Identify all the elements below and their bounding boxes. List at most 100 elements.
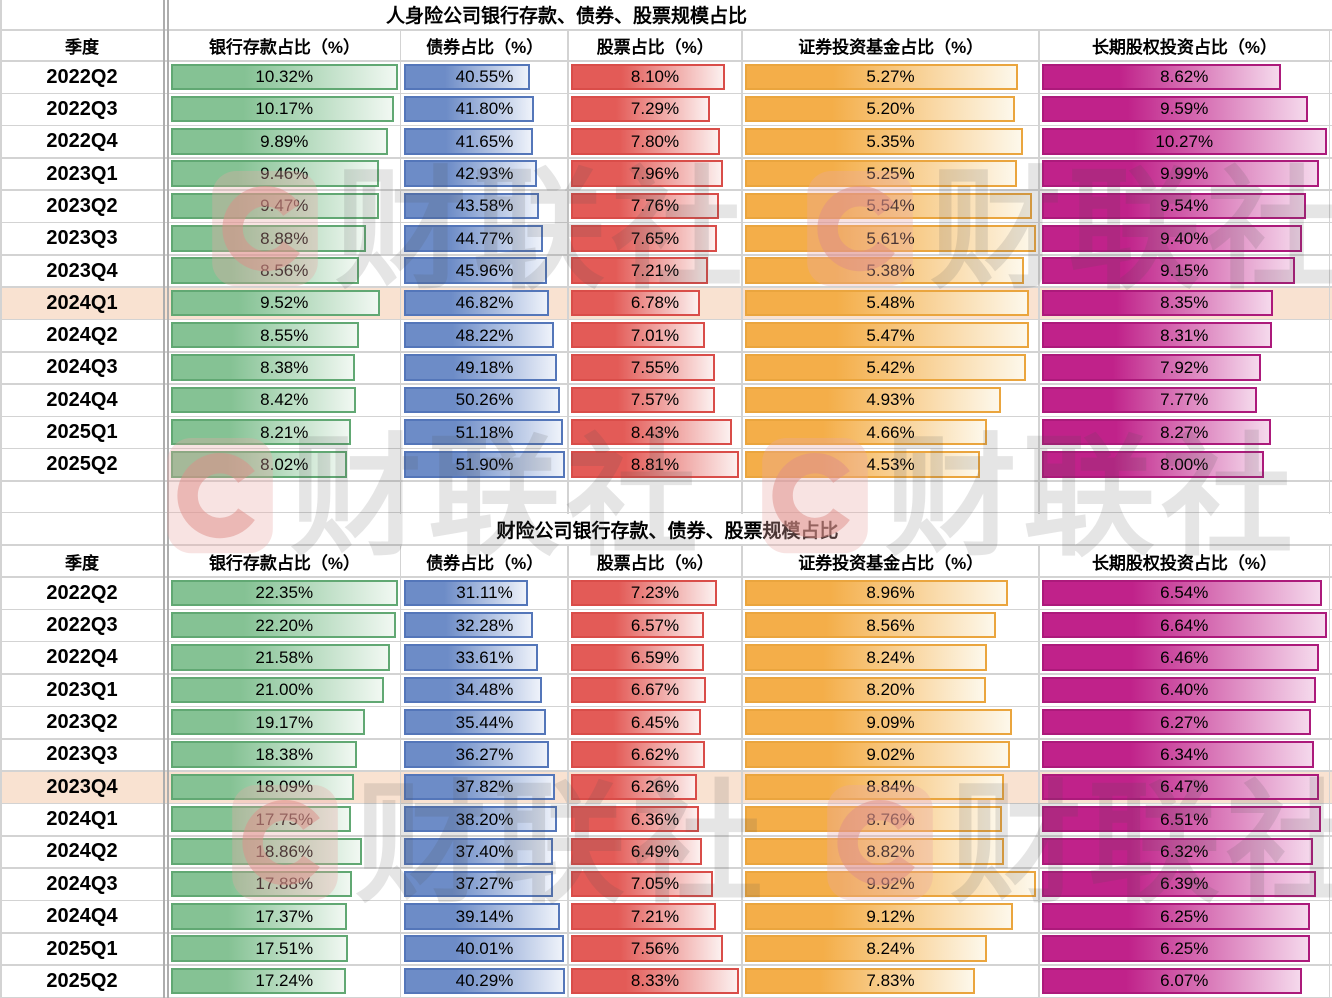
value-cell[interactable]: 7.76% bbox=[571, 190, 739, 222]
value-cell[interactable]: 7.01% bbox=[571, 319, 739, 351]
value-cell[interactable]: 7.83% bbox=[745, 965, 1036, 997]
value-cell[interactable]: 8.88% bbox=[171, 223, 398, 255]
value-cell[interactable]: 36.27% bbox=[404, 739, 565, 771]
quarter-cell[interactable]: 2024Q1 bbox=[46, 808, 118, 831]
value-cell[interactable]: 9.02% bbox=[745, 739, 1036, 771]
quarter-cell[interactable]: 2023Q3 bbox=[46, 743, 118, 766]
value-cell[interactable]: 7.77% bbox=[1042, 384, 1327, 416]
value-cell[interactable]: 18.86% bbox=[171, 836, 398, 868]
value-cell[interactable]: 34.48% bbox=[404, 674, 565, 706]
value-cell[interactable]: 39.14% bbox=[404, 901, 565, 933]
value-cell[interactable]: 8.56% bbox=[745, 609, 1036, 641]
value-cell[interactable]: 8.21% bbox=[171, 416, 398, 448]
value-cell[interactable]: 8.96% bbox=[745, 577, 1036, 609]
value-cell[interactable]: 5.35% bbox=[745, 126, 1036, 158]
quarter-cell[interactable]: 2025Q2 bbox=[46, 453, 118, 476]
value-cell[interactable]: 7.05% bbox=[571, 868, 739, 900]
value-cell[interactable]: 9.59% bbox=[1042, 93, 1327, 125]
value-cell[interactable]: 8.35% bbox=[1042, 287, 1327, 319]
quarter-cell[interactable]: 2024Q2 bbox=[46, 324, 118, 347]
quarter-cell[interactable]: 2024Q1 bbox=[46, 291, 118, 314]
value-cell[interactable]: 46.82% bbox=[404, 287, 565, 319]
value-cell[interactable]: 48.22% bbox=[404, 319, 565, 351]
quarter-cell[interactable]: 2022Q3 bbox=[46, 614, 118, 637]
column-header-cell[interactable]: 债券占比（%） bbox=[426, 38, 544, 58]
quarter-cell[interactable]: 2022Q3 bbox=[46, 97, 118, 120]
value-cell[interactable]: 5.27% bbox=[745, 61, 1036, 93]
value-cell[interactable]: 6.62% bbox=[571, 739, 739, 771]
value-cell[interactable]: 8.62% bbox=[1042, 61, 1327, 93]
quarter-cell[interactable]: 2023Q2 bbox=[46, 194, 118, 217]
value-cell[interactable]: 7.80% bbox=[571, 126, 739, 158]
value-cell[interactable]: 50.26% bbox=[404, 384, 565, 416]
value-cell[interactable]: 6.27% bbox=[1042, 706, 1327, 738]
value-cell[interactable]: 7.56% bbox=[571, 933, 739, 965]
value-cell[interactable]: 6.46% bbox=[1042, 642, 1327, 674]
value-cell[interactable]: 22.20% bbox=[171, 609, 398, 641]
quarter-cell[interactable]: 2022Q4 bbox=[46, 646, 118, 669]
column-header-cell[interactable]: 长期股权投资占比（%） bbox=[1091, 553, 1278, 573]
quarter-cell[interactable]: 2023Q3 bbox=[46, 227, 118, 250]
quarter-column-header[interactable]: 季度 bbox=[65, 38, 99, 58]
value-cell[interactable]: 8.81% bbox=[571, 449, 739, 481]
value-cell[interactable]: 5.42% bbox=[745, 352, 1036, 384]
quarter-cell[interactable]: 2023Q4 bbox=[46, 775, 118, 798]
quarter-cell[interactable]: 2024Q2 bbox=[46, 840, 118, 863]
value-cell[interactable]: 17.75% bbox=[171, 803, 398, 835]
value-cell[interactable]: 17.88% bbox=[171, 868, 398, 900]
column-header-cell[interactable]: 长期股权投资占比（%） bbox=[1091, 38, 1278, 58]
value-cell[interactable]: 41.65% bbox=[404, 126, 565, 158]
column-header-cell[interactable]: 股票占比（%） bbox=[596, 38, 714, 58]
value-cell[interactable]: 10.27% bbox=[1042, 126, 1327, 158]
value-cell[interactable]: 33.61% bbox=[404, 642, 565, 674]
value-cell[interactable]: 6.47% bbox=[1042, 771, 1327, 803]
value-cell[interactable]: 22.35% bbox=[171, 577, 398, 609]
value-cell[interactable]: 8.20% bbox=[745, 674, 1036, 706]
value-cell[interactable]: 51.90% bbox=[404, 449, 565, 481]
value-cell[interactable]: 6.26% bbox=[571, 771, 739, 803]
value-cell[interactable]: 6.32% bbox=[1042, 836, 1327, 868]
value-cell[interactable]: 7.21% bbox=[571, 901, 739, 933]
value-cell[interactable]: 45.96% bbox=[404, 255, 565, 287]
value-cell[interactable]: 21.00% bbox=[171, 674, 398, 706]
value-cell[interactable]: 6.39% bbox=[1042, 868, 1327, 900]
quarter-cell[interactable]: 2022Q2 bbox=[46, 581, 118, 604]
quarter-cell[interactable]: 2025Q1 bbox=[46, 421, 118, 444]
value-cell[interactable]: 31.11% bbox=[404, 577, 565, 609]
value-cell[interactable]: 9.47% bbox=[171, 190, 398, 222]
value-cell[interactable]: 38.20% bbox=[404, 803, 565, 835]
quarter-cell[interactable]: 2025Q2 bbox=[46, 969, 118, 992]
column-header-cell[interactable]: 证券投资基金占比（%） bbox=[798, 553, 984, 573]
value-cell[interactable]: 37.27% bbox=[404, 868, 565, 900]
value-cell[interactable]: 7.29% bbox=[571, 93, 739, 125]
quarter-cell[interactable]: 2023Q1 bbox=[46, 162, 118, 185]
value-cell[interactable]: 18.09% bbox=[171, 771, 398, 803]
quarter-cell[interactable]: 2023Q2 bbox=[46, 711, 118, 734]
value-cell[interactable]: 9.52% bbox=[171, 287, 398, 319]
value-cell[interactable]: 9.40% bbox=[1042, 223, 1327, 255]
column-header-cell[interactable]: 银行存款占比（%） bbox=[208, 38, 361, 58]
value-cell[interactable]: 6.51% bbox=[1042, 803, 1327, 835]
value-cell[interactable]: 8.84% bbox=[745, 771, 1036, 803]
value-cell[interactable]: 5.61% bbox=[745, 223, 1036, 255]
column-header-cell[interactable]: 证券投资基金占比（%） bbox=[798, 38, 984, 58]
value-cell[interactable]: 6.34% bbox=[1042, 739, 1327, 771]
quarter-column-header[interactable]: 季度 bbox=[65, 553, 99, 573]
value-cell[interactable]: 19.17% bbox=[171, 706, 398, 738]
column-header-cell[interactable]: 股票占比（%） bbox=[596, 553, 714, 573]
value-cell[interactable]: 6.25% bbox=[1042, 901, 1327, 933]
value-cell[interactable]: 42.93% bbox=[404, 158, 565, 190]
value-cell[interactable]: 6.25% bbox=[1042, 933, 1327, 965]
column-header-cell[interactable]: 债券占比（%） bbox=[426, 553, 544, 573]
value-cell[interactable]: 9.99% bbox=[1042, 158, 1327, 190]
quarter-cell[interactable]: 2024Q4 bbox=[46, 905, 118, 928]
value-cell[interactable]: 9.54% bbox=[1042, 190, 1327, 222]
value-cell[interactable]: 7.23% bbox=[571, 577, 739, 609]
value-cell[interactable]: 9.12% bbox=[745, 901, 1036, 933]
quarter-cell[interactable]: 2024Q4 bbox=[46, 388, 118, 411]
value-cell[interactable]: 10.32% bbox=[171, 61, 398, 93]
value-cell[interactable]: 7.57% bbox=[571, 384, 739, 416]
value-cell[interactable]: 44.77% bbox=[404, 223, 565, 255]
quarter-cell[interactable]: 2022Q4 bbox=[46, 130, 118, 153]
value-cell[interactable]: 40.29% bbox=[404, 965, 565, 997]
